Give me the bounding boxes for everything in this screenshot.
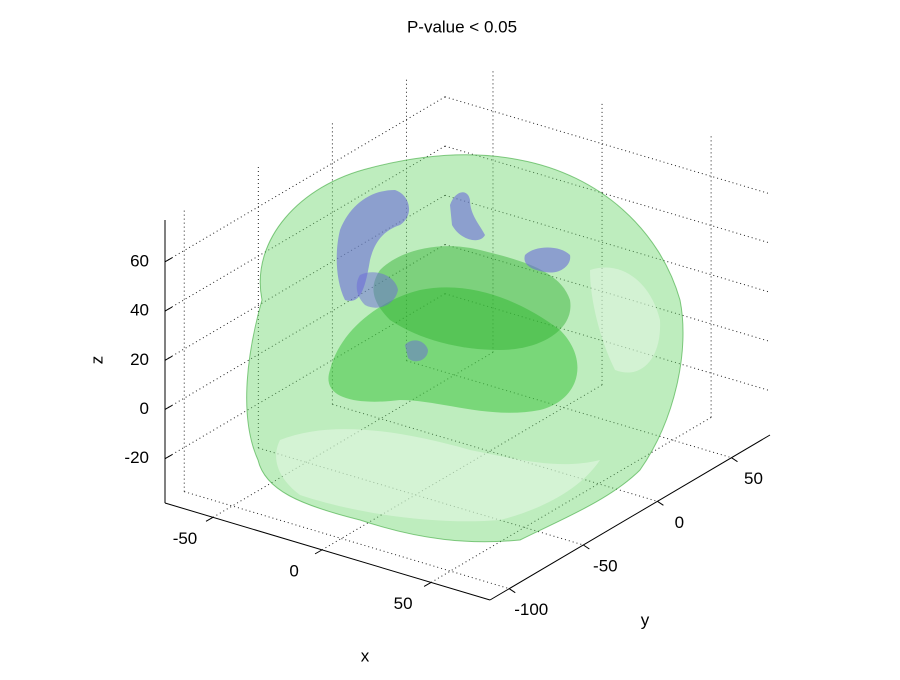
grid-line [444,145,771,244]
z-tick-label: 40 [130,301,149,320]
y-tick-label: -50 [593,556,618,575]
z-tick-label: 60 [130,251,149,270]
y-tick [657,500,664,506]
z-axis-label: z [87,356,106,365]
y-tick-label: -100 [514,600,548,619]
z-tick [164,257,173,263]
x-tick [205,516,214,522]
chart-title: P-value < 0.05 [407,17,517,36]
grid-line [332,403,658,502]
x-tick-label: -50 [173,529,198,548]
grid-line [444,96,771,195]
grid-line [184,491,510,590]
cluster [450,192,485,241]
y-axis-line [489,434,771,601]
cluster [336,190,410,301]
y-tick [731,457,738,463]
x-tick-label: 50 [394,594,413,613]
grid-line [444,244,771,342]
x-axis-label: x [361,646,370,665]
brain-surface [246,154,684,543]
grid-line [444,194,771,293]
cluster [356,272,398,308]
z-tick [164,405,173,410]
brain-lower [276,429,600,522]
y-tick-label: 0 [675,513,684,532]
y-axis-label: y [641,610,650,629]
z-tick-label: 0 [140,399,149,418]
z-tick [164,355,173,361]
brain-highlight [590,267,661,373]
z-tick [164,454,173,460]
brain-inner [328,287,578,413]
x-tick-label: 0 [289,561,298,580]
x-axis-line [164,502,491,601]
x-tick [423,581,432,587]
z-tick-label: -20 [124,448,149,467]
cluster [524,247,571,273]
axes: -50 0 50 -100 -50 0 50 -20 0 20 40 60 [124,220,771,619]
brain-inner [373,246,571,350]
y-tick-label: 50 [744,469,763,488]
y-tick [583,544,590,550]
cluster [405,340,428,362]
z-tick-label: 20 [130,350,149,369]
z-tick [164,306,173,312]
x-tick [314,549,323,555]
y-tick [508,588,516,594]
